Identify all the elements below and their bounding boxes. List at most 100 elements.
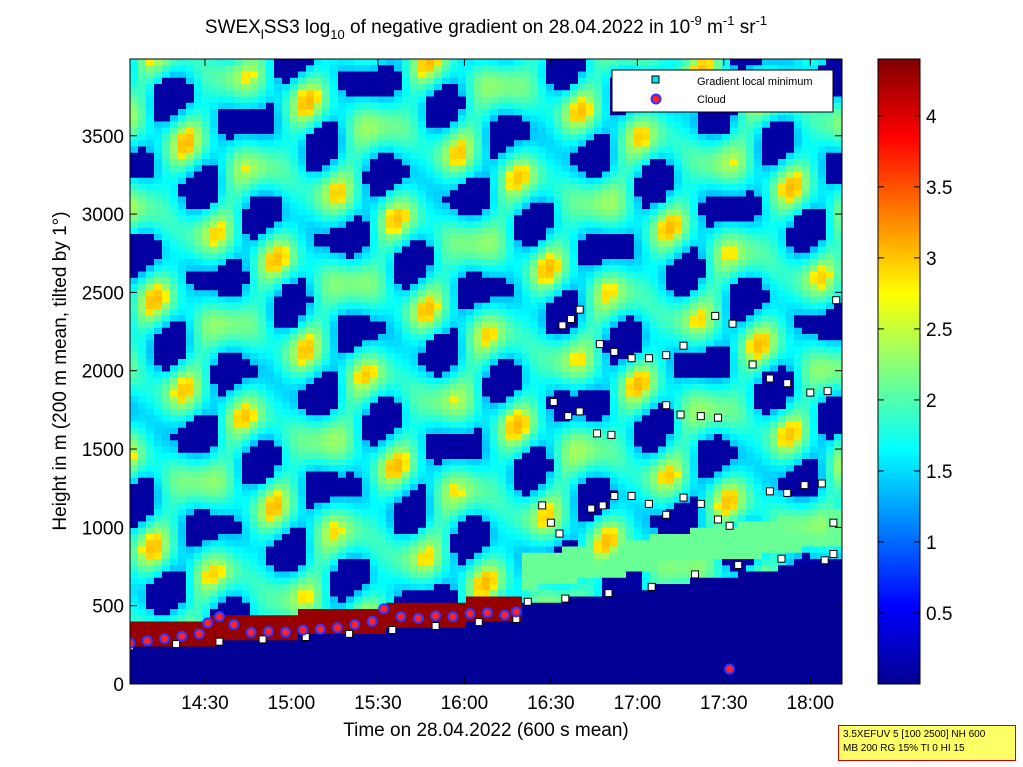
colorbar-tick-label: 4 (926, 107, 937, 128)
y-tick-label: 1000 (82, 518, 124, 539)
colorbar-tick-label: 2.5 (926, 320, 952, 341)
x-axis-label: Time on 28.04.2022 (600 s mean) (343, 720, 629, 741)
gradient-min-point (783, 488, 792, 497)
cloud-point (510, 606, 522, 618)
y-tick-label: 2500 (82, 283, 124, 304)
gradient-min-point (662, 401, 671, 410)
x-tick-label: 15:30 (354, 693, 402, 714)
cloud-point (349, 619, 361, 630)
cloud-point (499, 609, 511, 621)
colorbar-tick-label: 1.5 (926, 462, 952, 483)
cloud-point (297, 624, 309, 636)
gradient-min-point (714, 515, 722, 524)
gradient-min-point (627, 354, 636, 363)
gradient-min-point (662, 510, 671, 519)
info-line-2: MB 200 RG 15% TI 0 HI 15 (843, 743, 965, 754)
cloud-point (724, 663, 736, 675)
legend-entry-cloud: Cloud (697, 94, 726, 106)
legend-entry-gradient-min: Gradient local minimum (697, 76, 813, 88)
gradient-min-point (829, 550, 838, 558)
gradient-min-point (627, 492, 636, 500)
colorbar-tick-label: 2 (926, 391, 937, 412)
gradient-min-point (172, 640, 181, 649)
gradient-min-point (820, 556, 829, 565)
cloud-point (141, 635, 153, 647)
gradient-min-point (823, 387, 832, 396)
gradient-min-point (696, 412, 705, 421)
cloud-point (395, 611, 407, 623)
gradient-min-point (748, 360, 757, 369)
gradient-min-point (598, 501, 607, 510)
cloud-point (202, 617, 214, 629)
y-tick-label: 0 (113, 675, 124, 696)
x-tick-label: 15:00 (268, 693, 316, 714)
gradient-min-point (647, 582, 656, 591)
cloud-point (430, 610, 442, 622)
cloud-point (245, 626, 257, 638)
cloud-point (464, 608, 476, 619)
gradient-min-point (806, 388, 815, 397)
gradient-min-point (817, 479, 826, 488)
cloud-point (447, 611, 459, 623)
cloud-point (130, 637, 136, 649)
cloud-point (481, 607, 493, 619)
gradient-min-point (523, 597, 532, 606)
legend: Gradient local minimum Cloud (611, 69, 834, 113)
gradient-min-point (575, 305, 584, 314)
gradient-min-point (691, 570, 699, 579)
gradient-min-point (679, 493, 688, 502)
gradient-min-point (345, 629, 354, 638)
x-tick-label: 17:30 (700, 693, 748, 714)
gradient-min-point (800, 481, 809, 490)
gradient-min-point (258, 635, 267, 644)
x-tick-label: 18:00 (787, 693, 835, 714)
gradient-min-point (593, 429, 601, 438)
y-tick-label: 3000 (82, 205, 124, 226)
x-tick-label: 16:00 (441, 693, 489, 714)
colorbar-tick-label: 3.5 (926, 178, 952, 199)
chart-title: SWEXlSS3 log10 of negative gradient on 2… (205, 13, 767, 42)
info-line-1: 3.5XEFUV 5 [100 2500] NH 600 (843, 729, 986, 740)
y-axis-label: Height in m (200 m mean, tilted by 1°) (50, 211, 71, 530)
gradient-min-point (604, 589, 613, 598)
gradient-min-point (679, 341, 688, 350)
cloud-point (262, 626, 274, 637)
gradient-min-point (734, 561, 743, 569)
gradient-min-point (388, 626, 397, 634)
gradient-min-point (676, 410, 685, 419)
colorbar-ticks: 0.5 1 1.5 2 2.5 3 3.5 4 (878, 107, 952, 625)
colorbar-tick-label: 1 (926, 533, 937, 554)
gradient-min-point (431, 622, 440, 630)
gradient-min-point (783, 379, 792, 388)
gradient-min-point (644, 499, 653, 508)
legend-marker-cloud (650, 93, 662, 105)
gradient-min-point (765, 374, 774, 383)
heatmap-area (130, 59, 842, 684)
gradient-min-point (662, 351, 671, 360)
plot-frame (129, 58, 843, 685)
gradient-min-point (610, 492, 619, 500)
x-tick-label: 16:30 (527, 693, 575, 714)
x-tick-label: 17:00 (614, 693, 662, 714)
gradient-min-point (725, 521, 734, 530)
y-tick-label: 3500 (82, 127, 124, 148)
gradient-min-point (587, 504, 596, 513)
colorbar-tick-label: 3 (926, 249, 937, 270)
cloud-point (280, 626, 292, 638)
x-axis: 14:30 15:00 15:30 16:00 16:30 17:00 17:30 18:00 (181, 59, 834, 714)
colorbar-tick-label: 0.5 (926, 604, 952, 625)
gradient-min-point (564, 412, 573, 421)
y-axis: 0 500 1000 1500 2000 2500 3000 3500 (82, 127, 842, 696)
gradient-min-point (215, 637, 224, 646)
gradient-min-point (555, 529, 564, 538)
cloud-point (159, 633, 171, 645)
cloud-point (314, 623, 326, 635)
gradient-min-point (575, 407, 584, 416)
cloud-point (378, 603, 390, 615)
gradient-min-point (595, 340, 604, 349)
gradient-min-point (561, 594, 570, 603)
gradient-min-point (558, 321, 567, 330)
gradient-min-point (711, 311, 720, 320)
cloud-point (332, 622, 343, 634)
